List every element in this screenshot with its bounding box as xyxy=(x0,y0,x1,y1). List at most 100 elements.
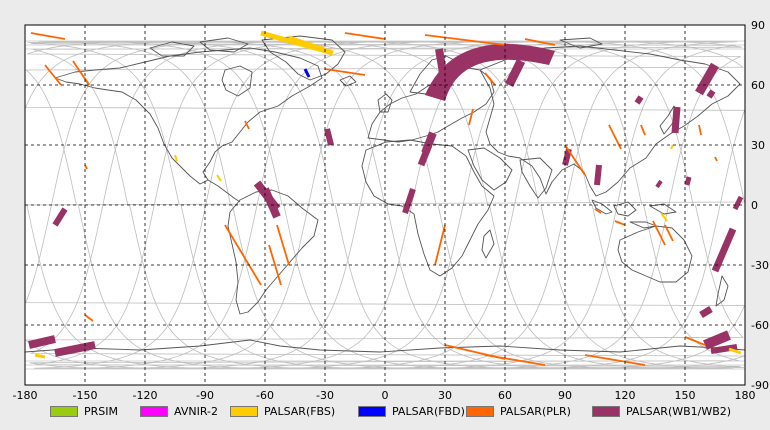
axis-tick-labels: -180 -150 -120 -90 -60 -30 0 30 60 90 120 150 180 90 6… xyxy=(13,19,769,400)
legend-item: PALSAR(WB1/WB2) xyxy=(592,402,731,420)
lon-tick-label: -90 xyxy=(196,389,214,400)
fbd-swath xyxy=(303,68,311,78)
legend-item: PALSAR(FBD) xyxy=(358,402,465,420)
lat-tick-label: -90 xyxy=(751,379,769,392)
fbs-swath xyxy=(660,212,668,222)
lon-tick-label: 30 xyxy=(438,389,452,400)
legend-item: PALSAR(PLR) xyxy=(466,402,571,420)
wb-swath xyxy=(655,179,663,189)
orbit-track xyxy=(0,41,22,368)
plr-swath xyxy=(484,72,496,86)
lon-tick-label: -120 xyxy=(133,389,158,400)
coverage-map: -180 -150 -120 -90 -60 -30 0 30 60 90 120 150 180 90 6… xyxy=(0,19,769,400)
coastline-indonesia xyxy=(591,199,677,229)
orbit-track xyxy=(0,41,20,368)
coastline-madagascar xyxy=(481,229,495,259)
wb-swath xyxy=(671,106,681,134)
orbit-track xyxy=(0,41,21,368)
acquisition-swaths xyxy=(28,30,744,366)
orbit-track xyxy=(30,40,745,370)
legend-label: PALSAR(FBS) xyxy=(264,404,336,418)
fbs-swath xyxy=(260,30,334,56)
coastline-north-america xyxy=(54,47,323,185)
orbit-track xyxy=(0,41,17,368)
wb-swath-arc xyxy=(425,43,555,101)
legend-label: PALSAR(PLR) xyxy=(500,404,571,418)
plr-swath xyxy=(44,64,62,86)
coastline-uk xyxy=(377,93,393,113)
lon-tick-label: 90 xyxy=(558,389,572,400)
coastline-australia xyxy=(617,225,693,283)
plr-swath xyxy=(424,34,506,46)
plr-swath xyxy=(84,314,94,322)
wb-swath xyxy=(706,89,716,99)
coastline-antarctica xyxy=(25,339,745,353)
plr-swath xyxy=(652,220,666,246)
legend: PRSIM AVNIR-2 PALSAR(FBS) PALSAR(FBD) PALSAR… xyxy=(0,402,770,422)
fbs-swath xyxy=(670,144,674,150)
legend-swatch-icon xyxy=(140,405,168,417)
wb-swath xyxy=(594,164,602,186)
plr-swath xyxy=(564,144,586,176)
orbit-track xyxy=(27,40,728,370)
legend-label: PALSAR(FBD) xyxy=(392,404,465,418)
orbit-track xyxy=(43,40,744,370)
plr-swath xyxy=(524,38,556,46)
coastline-india xyxy=(519,157,553,199)
plr-swath xyxy=(324,68,366,76)
coastline-arabia xyxy=(467,147,513,191)
wb-swath xyxy=(504,58,526,88)
orbit-track xyxy=(0,41,23,368)
fbs-swath xyxy=(288,35,326,51)
legend-swatch-icon xyxy=(466,405,494,417)
orbit-track xyxy=(0,41,8,368)
fbs-swath xyxy=(728,347,742,355)
legend-label: AVNIR-2 xyxy=(174,404,218,418)
fbs-swath xyxy=(216,174,222,182)
legend-swatch-icon xyxy=(358,405,386,417)
legend-item: AVNIR-2 xyxy=(140,402,218,420)
world-map-svg: -180 -150 -120 -90 -60 -30 0 30 60 90 120 150 180 90 6… xyxy=(0,19,769,400)
coastlines xyxy=(25,35,745,353)
coastline-greenland xyxy=(261,35,346,81)
wb-swath xyxy=(634,95,644,105)
wb-swath xyxy=(28,335,56,349)
plr-swath xyxy=(698,124,702,136)
plr-swath xyxy=(72,60,90,86)
lon-tick-label: -180 xyxy=(13,389,38,400)
plr-swath xyxy=(684,336,706,346)
lat-tick-label: -30 xyxy=(751,259,769,272)
fbs-swath xyxy=(34,353,46,359)
coastline-hudson-bay xyxy=(221,65,253,97)
lon-tick-label: 120 xyxy=(615,389,636,400)
legend-swatch-icon xyxy=(230,405,258,417)
plr-swath xyxy=(344,32,386,40)
wb-swath xyxy=(703,330,731,350)
wb-swath xyxy=(261,187,281,219)
orbit-track xyxy=(0,41,24,368)
lat-tick-label: 60 xyxy=(751,79,765,92)
lon-tick-label: 60 xyxy=(498,389,512,400)
lon-tick-label: -30 xyxy=(316,389,334,400)
plr-swath xyxy=(224,224,262,286)
plr-swath xyxy=(30,32,66,40)
orbit-track xyxy=(35,40,741,370)
wb-swath xyxy=(402,188,416,214)
orbit-track xyxy=(25,109,26,111)
lat-tick-label: -60 xyxy=(751,319,769,332)
legend-item: PRSIM xyxy=(50,402,118,420)
wb-swath xyxy=(52,207,68,227)
wb-swath xyxy=(54,341,96,357)
wb-swath xyxy=(695,62,719,96)
wb-swath xyxy=(562,148,572,166)
plr-swath xyxy=(484,354,546,366)
orbit-track xyxy=(25,40,745,370)
coastline-iceland xyxy=(339,75,357,87)
wb-swath xyxy=(710,344,738,354)
wb-swath xyxy=(324,128,334,146)
wb-swath xyxy=(684,176,692,186)
lon-tick-label: 0 xyxy=(382,389,389,400)
plr-swath xyxy=(268,244,282,286)
map-frame xyxy=(24,24,746,386)
coastline-arctic-islands xyxy=(149,37,603,57)
